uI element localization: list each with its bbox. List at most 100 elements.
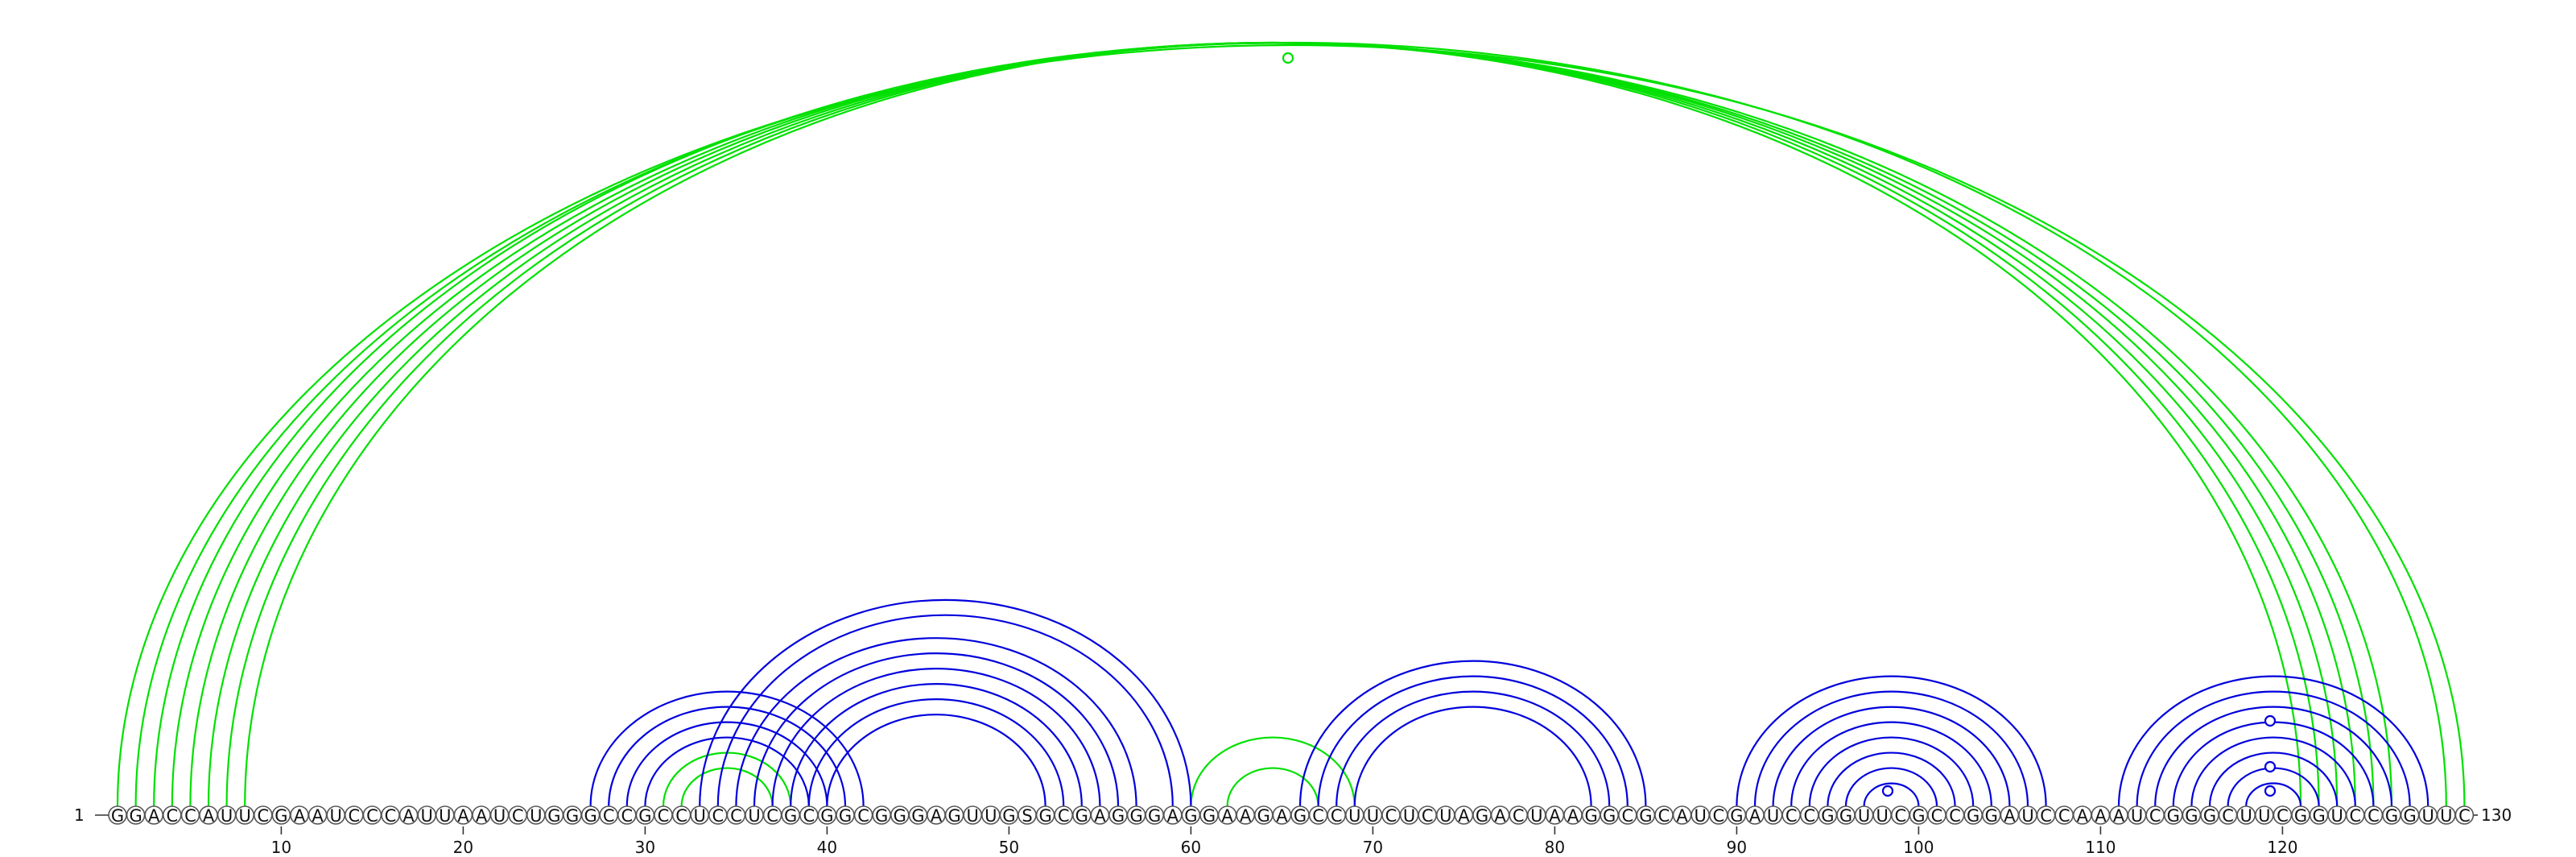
green-base-pair-arc	[1226, 767, 1319, 807]
nucleotide: G	[1636, 805, 1656, 826]
nucleotide: A	[1272, 805, 1292, 826]
nucleotide: C	[1781, 805, 1801, 826]
nucleotide: G	[1963, 805, 1983, 826]
nucleotide-letter: A	[1276, 806, 1288, 826]
nucleotide: C	[180, 805, 200, 826]
nucleotide: G	[836, 805, 855, 826]
position-label: 50	[999, 838, 1019, 857]
nucleotide-letter: G	[1985, 806, 1998, 826]
nucleotide-letter: G	[1002, 806, 1015, 826]
nucleotide-letter: G	[911, 806, 924, 826]
base-pair-arcs	[116, 41, 2466, 807]
nucleotide: U	[1690, 805, 1710, 826]
green-base-pair-arc	[244, 41, 2302, 807]
nucleotide: A	[1090, 805, 1110, 826]
nucleotide: U	[690, 805, 710, 826]
green-base-pair-arc	[680, 767, 774, 807]
nucleotide-letter: G	[547, 806, 560, 826]
nucleotide-letter: G	[111, 806, 124, 826]
nucleotide-letter: A	[1749, 806, 1761, 826]
nucleotide: A	[144, 805, 163, 826]
nucleotide: U	[1399, 805, 1419, 826]
nucleotide-letter: C	[348, 806, 360, 826]
blue-base-pair-arc	[1863, 782, 1920, 807]
blue-base-pair-arc	[1790, 721, 1992, 807]
sequence-start-label: 1	[74, 805, 85, 825]
nucleotide: U	[489, 805, 510, 826]
blue-base-pair-arc	[625, 721, 828, 807]
nucleotide-letter: A	[931, 806, 943, 826]
nucleotide-letter: U	[421, 806, 433, 826]
blue-base-pair-arc	[1827, 751, 1956, 807]
nucleotide: C	[1927, 805, 1946, 826]
nucleotide: G	[1254, 805, 1274, 826]
nucleotide: A	[1454, 805, 1474, 826]
nucleotide: G	[1836, 805, 1856, 826]
nucleotide-letter: C	[1513, 806, 1525, 826]
nucleotide-letter: G	[1257, 806, 1270, 826]
blue-base-pair-arc	[716, 614, 1174, 807]
nucleotide-letter: C	[803, 806, 815, 826]
nucleotide: U	[1872, 805, 1892, 826]
blue-base-pair-arc	[1317, 675, 1629, 807]
nucleotide: U	[1345, 805, 1364, 826]
nucleotide-letter: U	[2258, 806, 2270, 826]
nucleotide-letter: G	[1148, 806, 1161, 826]
nucleotide: G	[271, 805, 291, 826]
nucleotide: U	[2418, 805, 2438, 826]
blue-base-pair-arc	[771, 668, 1101, 807]
blue-base-pair-arc	[807, 698, 1065, 807]
position-label: 80	[1545, 838, 1565, 857]
nucleotide: G	[1727, 805, 1747, 826]
nucleotide: A	[927, 805, 946, 826]
nucleotide: G	[1818, 805, 1838, 826]
nucleotide: C	[1327, 805, 1346, 826]
nucleotide: U	[1854, 805, 1874, 826]
nucleotide: G	[2200, 805, 2219, 826]
nucleotide: A	[308, 805, 328, 826]
nucleotide-letter: C	[184, 806, 196, 826]
nucleotide: C	[799, 805, 819, 826]
nucleotide: C	[1618, 805, 1637, 826]
nucleotide: G	[1072, 805, 1092, 826]
nucleotide: C	[708, 805, 728, 826]
nucleotide-letter: C	[658, 806, 670, 826]
nucleotide-letter: C	[2040, 806, 2052, 826]
nucleotide-letter: U	[1695, 806, 1707, 826]
nucleotide-letter: A	[1676, 806, 1688, 826]
nucleotide-letter: C	[766, 806, 778, 826]
nucleotide: U	[2018, 805, 2037, 826]
nucleotide: G	[1126, 805, 1146, 826]
blue-base-pair-arc	[1298, 660, 1647, 807]
arc-marker	[1881, 785, 1894, 797]
green-base-pair-arc	[225, 41, 2320, 807]
nucleotide: G	[2400, 805, 2420, 826]
position-label: 100	[1903, 838, 1934, 857]
nucleotide-letter: C	[1931, 806, 1943, 826]
nucleotide: G	[999, 805, 1019, 826]
position-label: 120	[2267, 838, 2297, 857]
nucleotide: A	[398, 805, 419, 826]
nucleotide: U	[1763, 805, 1783, 826]
nucleotide: G	[817, 805, 837, 826]
nucleotide-letter: G	[839, 806, 852, 826]
nucleotide: C	[1509, 805, 1528, 826]
blue-base-pair-arc	[1844, 767, 1938, 807]
nucleotide: C	[2346, 805, 2365, 826]
nucleotide: U	[1527, 805, 1546, 826]
nucleotide: S	[1018, 805, 1037, 826]
nucleotide: G	[108, 805, 127, 826]
nucleotide-letter: G	[1912, 806, 1925, 826]
nucleotide-letter: U	[2021, 806, 2033, 826]
nucleotide: A	[1745, 805, 1765, 826]
nucleotide: C	[2273, 805, 2293, 826]
nucleotide-letter: G	[275, 806, 287, 826]
nucleotide: A	[2000, 805, 2020, 826]
nucleotide: C	[2145, 805, 2165, 826]
green-base-pair-arc	[1190, 736, 1356, 807]
nucleotide-letter: G	[1476, 806, 1488, 826]
nucleotide-letter: G	[894, 806, 906, 826]
nucleotide-letter: C	[1621, 806, 1633, 826]
nucleotide-letter: G	[129, 806, 142, 826]
